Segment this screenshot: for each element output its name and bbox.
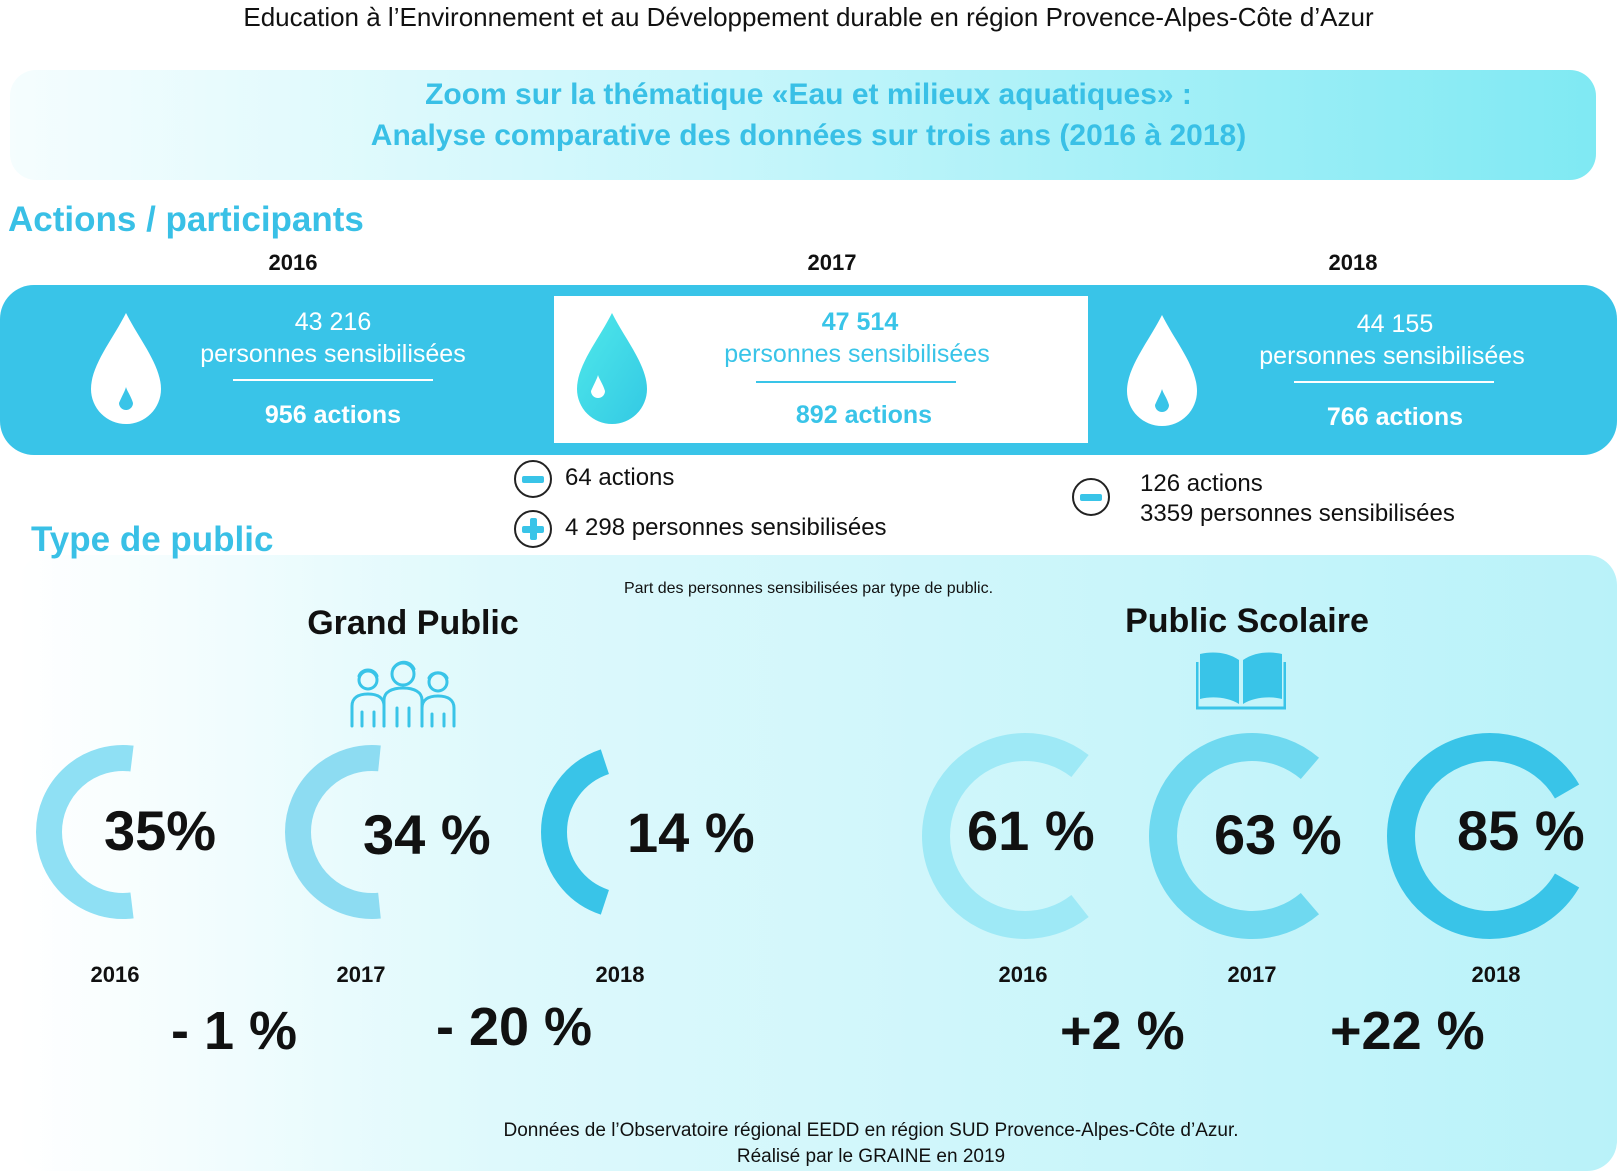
theme-banner xyxy=(10,70,1596,180)
actions-count-2017: 892 actions xyxy=(795,401,933,429)
public-scolaire-pct-2016: 61 % xyxy=(967,799,1095,862)
footer-source: Données de l’Observatoire régional EEDD … xyxy=(503,1120,1239,1141)
water-drop-icon xyxy=(91,313,161,424)
diff-people-2018: 3359 personnes sensibilisées xyxy=(1140,500,1455,527)
plus-icon xyxy=(514,510,552,548)
actions-count-2018: 766 actions xyxy=(1326,403,1464,431)
public-scolaire-change-2017: +2 % xyxy=(1060,1001,1185,1061)
actions-section-title: Actions / participants xyxy=(8,200,364,239)
actions-count-2016: 956 actions xyxy=(264,401,402,429)
people-count-2017: 47 514 xyxy=(821,308,899,336)
public-scolaire-year-2018: 2018 xyxy=(1471,962,1521,987)
open-book-icon xyxy=(1196,652,1286,710)
public-panel xyxy=(18,555,1617,1171)
grand-public-year-2016: 2016 xyxy=(90,962,140,987)
banner-line-1: Zoom sur la thématique «Eau et milieux a… xyxy=(425,78,1192,111)
people-label-2017: personnes sensibilisées xyxy=(724,340,990,368)
stats-panel-2017 xyxy=(554,296,1088,443)
public-scolaire-change-2018: +22 % xyxy=(1330,1001,1485,1061)
year-label-2017: 2017 xyxy=(807,250,857,275)
people-label-2018: personnes sensibilisées xyxy=(1259,342,1525,370)
footer-credit: Réalisé par le GRAINE en 2019 xyxy=(736,1146,1006,1167)
divider xyxy=(756,381,956,383)
public-scolaire-title: Public Scolaire xyxy=(1125,602,1369,640)
grand-public-year-2017: 2017 xyxy=(336,962,386,987)
diff-actions-2018: 126 actions xyxy=(1140,470,1263,497)
people-count-2016: 43 216 xyxy=(294,308,372,336)
minus-icon xyxy=(1072,478,1110,516)
grand-public-pct-2017: 34 % xyxy=(363,803,491,866)
water-drop-icon xyxy=(1127,315,1197,426)
public-scolaire-pct-2018: 85 % xyxy=(1457,799,1585,862)
public-scolaire-pct-2017: 63 % xyxy=(1214,803,1342,866)
water-drop-icon xyxy=(577,313,647,424)
people-count-2018: 44 155 xyxy=(1356,310,1434,338)
diff-actions-2017: 64 actions xyxy=(565,464,675,491)
people-label-2016: personnes sensibilisées xyxy=(200,340,466,368)
minus-icon xyxy=(514,460,552,498)
diff-people-2017: 4 298 personnes sensibilisées xyxy=(565,514,887,541)
divider xyxy=(1294,381,1494,383)
page-title: Education à l’Environnement et au Dévelo… xyxy=(243,2,1374,32)
year-label-2016: 2016 xyxy=(268,250,318,275)
grand-public-pct-2016: 35% xyxy=(104,799,217,862)
people-group-icon xyxy=(350,660,456,728)
grand-public-change-2017: - 1 % xyxy=(171,1001,298,1061)
grand-public-change-2018: - 20 % xyxy=(436,997,593,1057)
public-section-title: Type de public xyxy=(31,520,274,559)
divider xyxy=(233,379,433,381)
public-subtitle: Part des personnes sensibilisées par typ… xyxy=(623,580,994,597)
public-scolaire-year-2016: 2016 xyxy=(998,962,1048,987)
public-scolaire-year-2017: 2017 xyxy=(1227,962,1277,987)
grand-public-pct-2018: 14 % xyxy=(627,801,755,864)
year-label-2018: 2018 xyxy=(1328,250,1378,275)
grand-public-year-2018: 2018 xyxy=(595,962,645,987)
grand-public-title: Grand Public xyxy=(307,604,519,642)
banner-line-2: Analyse comparative des données sur troi… xyxy=(370,119,1247,152)
